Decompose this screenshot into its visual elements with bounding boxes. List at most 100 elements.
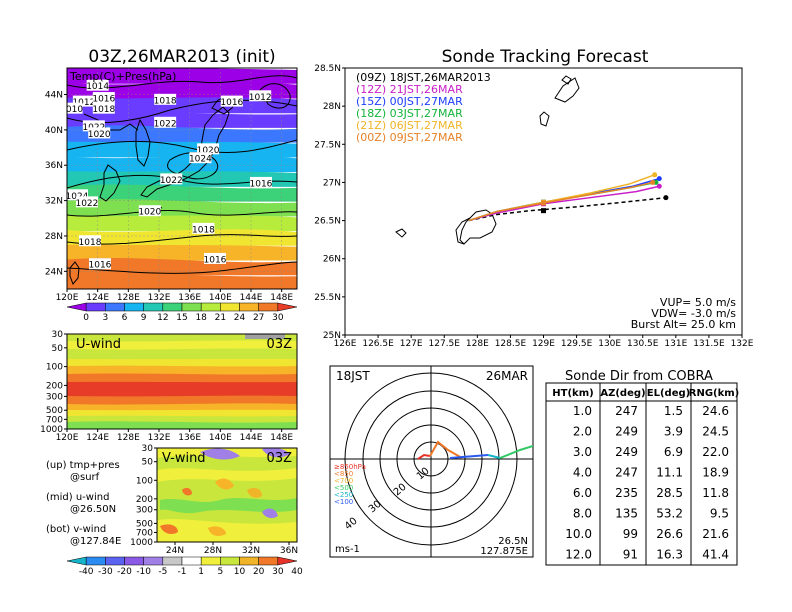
u-band bbox=[67, 358, 297, 367]
x-tick-label: 128.5E bbox=[495, 339, 527, 349]
isobar-label-text: 1018 bbox=[79, 238, 102, 248]
isobar-label-bg bbox=[154, 93, 177, 105]
x-tick-label: 140E bbox=[209, 433, 232, 443]
colorbar-tick: 15 bbox=[176, 313, 187, 323]
y-tick-label: 27.5N bbox=[314, 140, 341, 150]
polar-legend-entry: <250 bbox=[334, 491, 353, 499]
polar-hodograph bbox=[417, 440, 533, 460]
track-line bbox=[468, 185, 660, 222]
colorbar-tick: 5 bbox=[217, 567, 223, 577]
isobar-label-bg bbox=[72, 95, 95, 107]
colorbar-tick: 6 bbox=[122, 313, 128, 323]
v-wind-time: 03Z bbox=[267, 451, 293, 466]
v-blob bbox=[157, 519, 297, 542]
note-bot-2: @127.84E bbox=[70, 536, 121, 547]
y-tick-label: 300 bbox=[136, 506, 153, 516]
isobar-label: 1012 bbox=[249, 90, 272, 103]
map-y-ticks: 24N 28N 32N 36N 40N 44N bbox=[45, 91, 67, 277]
x-tick-label: 28N bbox=[204, 546, 222, 556]
temp-band bbox=[67, 199, 297, 217]
isobar-label-bg bbox=[249, 176, 272, 188]
colorbar-cell bbox=[239, 556, 259, 566]
table-cell: 12.0 bbox=[565, 548, 592, 562]
isobar-label: 1020 bbox=[138, 205, 162, 218]
u-band bbox=[67, 348, 297, 360]
x-tick-label: 120E bbox=[56, 293, 79, 303]
isobar-label: 1016 bbox=[204, 252, 227, 265]
track-endpoint bbox=[656, 183, 662, 189]
sonde-table: HT(km) AZ(deg) EL(deg)RNG(km) 1.0 247 1.5 24.6… bbox=[545, 382, 740, 566]
colorbar-tick: -5 bbox=[158, 567, 167, 577]
table-header-cell: RNG(km) bbox=[689, 388, 740, 399]
colorbar-cell bbox=[105, 302, 125, 312]
y-tick-label: 25N bbox=[323, 331, 341, 341]
y-tick-label: 500 bbox=[136, 519, 153, 529]
colorbar-tick: 1 bbox=[198, 567, 204, 577]
colorbar-cell bbox=[220, 302, 240, 312]
v-blob bbox=[247, 488, 262, 498]
v-blob bbox=[157, 468, 297, 482]
colorbar-tick: 9 bbox=[141, 313, 147, 323]
colorbar-tick: -40 bbox=[79, 567, 94, 577]
colorbar-cell bbox=[258, 556, 279, 566]
polar-rings bbox=[330, 366, 533, 557]
x-tick-label: 128E bbox=[466, 339, 489, 349]
x-tick-label: 129E bbox=[532, 339, 555, 349]
v-wind-title: V-wind bbox=[162, 451, 206, 466]
isobar-label: 1018 bbox=[92, 102, 116, 115]
u-wind-bands bbox=[67, 334, 297, 429]
table-cell: 6.9 bbox=[664, 445, 683, 459]
colorbar-cell bbox=[200, 556, 221, 566]
u-band bbox=[67, 340, 297, 350]
x-tick-label: 132E bbox=[148, 293, 171, 303]
colorbar-cell bbox=[277, 302, 298, 312]
y-tick-label: 28N bbox=[45, 232, 63, 242]
u-band bbox=[67, 365, 297, 375]
y-tick-label: 300 bbox=[46, 392, 63, 402]
track-endpoint bbox=[650, 179, 656, 185]
isobar-label-text: 1024 bbox=[189, 155, 212, 165]
y-tick-label: 28.5N bbox=[314, 64, 341, 74]
colorbar-tick: 27 bbox=[253, 313, 264, 323]
x-tick-label: 144E bbox=[240, 293, 263, 303]
polar-legend: ≥850hPa<850<700<500<250<100 bbox=[334, 463, 366, 506]
isobar-label-text: 1022 bbox=[75, 199, 98, 209]
x-tick-label: 124E bbox=[86, 433, 109, 443]
temp-band bbox=[67, 273, 297, 289]
u-band bbox=[67, 381, 297, 397]
legend-entry: (12Z) 21JST,26MAR bbox=[356, 83, 463, 96]
track-marker bbox=[541, 200, 546, 206]
isobar-label-text: 1010 bbox=[60, 105, 83, 115]
isobar-label-text: 1018 bbox=[92, 105, 115, 115]
isobar-label-bg bbox=[88, 127, 111, 139]
isobar-labels: 1014101210161018101010181016101210221020… bbox=[60, 79, 273, 271]
isobar-label-text: 1016 bbox=[220, 98, 243, 108]
map-x-ticks: 120E 124E 128E 132E 136E 140E 144E 148E bbox=[56, 289, 293, 303]
temp-band bbox=[67, 244, 297, 261]
x-tick-label: 124E bbox=[86, 293, 109, 303]
track-y-ticks: 25N 25.5N 26N 26.5N 27N 27.5N 28N 28.5N bbox=[314, 64, 345, 341]
y-tick-label: 30 bbox=[142, 444, 154, 454]
u-band bbox=[67, 403, 297, 411]
note-up-1: (up) tmp+pres bbox=[46, 460, 120, 471]
u-band bbox=[67, 409, 297, 417]
isobar-label: 1016 bbox=[249, 176, 273, 189]
isobar-label-bg bbox=[86, 79, 109, 91]
isobar-label: 1012 bbox=[72, 95, 95, 108]
polar-right-label: 26MAR bbox=[486, 369, 528, 383]
x-tick-label: 132E bbox=[148, 433, 171, 443]
polar-legend-entry: <100 bbox=[334, 498, 353, 506]
table-cell: 235 bbox=[615, 486, 638, 500]
table-cell: 6.0 bbox=[573, 486, 592, 500]
isobar-label: 1022 bbox=[154, 116, 177, 129]
x-tick-label: 144E bbox=[240, 433, 263, 443]
x-tick-label: 131.5E bbox=[693, 339, 725, 349]
table-cell: 18.9 bbox=[702, 466, 729, 480]
track-endpoint bbox=[663, 195, 669, 201]
temp-band bbox=[67, 155, 297, 173]
isobar-label-bg bbox=[79, 235, 101, 247]
u-band bbox=[67, 415, 297, 423]
isobar-label-bg bbox=[88, 258, 111, 270]
v-blob bbox=[208, 526, 226, 536]
